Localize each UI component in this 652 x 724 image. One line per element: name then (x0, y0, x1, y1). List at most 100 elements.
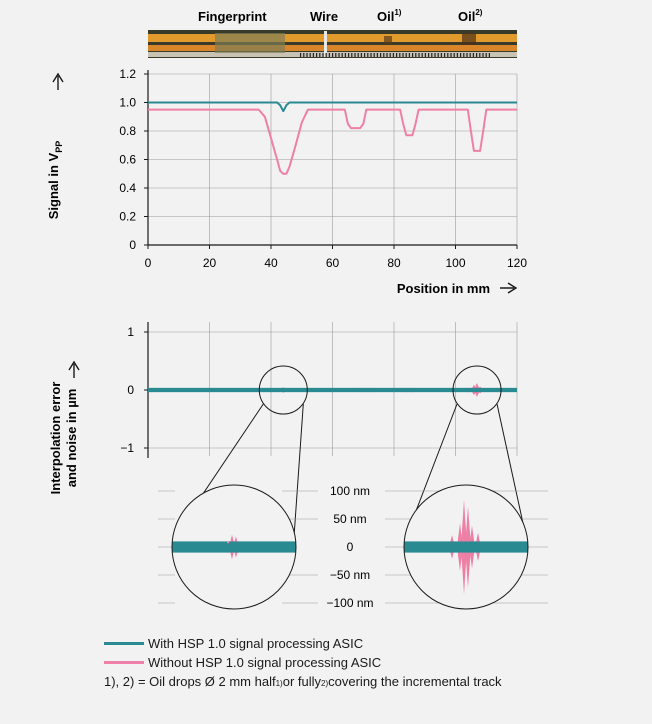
y-tick-label: 1 (127, 325, 134, 339)
strip-tick-mark (399, 53, 401, 57)
footnote-suffix: covering the incremental track (328, 674, 502, 689)
strip-tick-mark (479, 53, 481, 57)
strip-tick-mark (405, 53, 407, 57)
strip-tick-mark (380, 53, 382, 57)
strip-tick-mark (396, 53, 398, 57)
footnote-sup-1: 1) (275, 679, 283, 688)
zoom-noise-band (172, 541, 296, 553)
strip-tick-mark (472, 53, 474, 57)
strip-tick-mark (488, 53, 490, 57)
strip-tick-mark (450, 53, 452, 57)
header-label-oil-2: Oil2) (458, 8, 483, 24)
interpolation-error-chart: 1 0 −1 Interpolation error and noise in µm (48, 322, 518, 495)
y-tick-label: −1 (120, 441, 134, 455)
legend-swatch-with-asic (104, 642, 144, 645)
footnote-middle: or fully (282, 674, 322, 689)
strip-tick-mark (456, 53, 458, 57)
x-tick-label: 40 (264, 256, 278, 270)
strip-tick-mark (360, 53, 362, 57)
y-tick-label: 1.0 (119, 96, 136, 110)
y-axis-arrow-icon (68, 360, 80, 378)
footnote-sup-2: 2) (321, 679, 329, 688)
strip-tick-mark (348, 53, 350, 57)
strip-tick-mark (392, 53, 394, 57)
legend-item-with-asic: With HSP 1.0 signal processing ASIC (104, 634, 604, 653)
strip-tick-mark (344, 53, 346, 57)
strip-tick-mark (386, 53, 388, 57)
y-axis-title-line-2: and noise in µm (64, 389, 79, 488)
y-tick-label: 0.8 (119, 124, 136, 138)
strip-tick-mark (328, 53, 330, 57)
strip-tick-mark (402, 53, 404, 57)
strip-tick-mark (460, 53, 462, 57)
strip-tick-mark (424, 53, 426, 57)
zoom-connector (293, 403, 304, 538)
strip-tick-mark (309, 53, 311, 57)
y-tick-label: 0 (127, 383, 134, 397)
zoom-tick-label: −50 nm (330, 568, 370, 582)
strip-tick-mark (370, 53, 372, 57)
y-axis-arrow-icon (52, 72, 64, 90)
footnote-prefix: 1), 2) = Oil drops Ø 2 mm half (104, 674, 276, 689)
zoom-tick-label: 50 nm (333, 512, 366, 526)
series-line-without-asic (148, 108, 517, 175)
y-tick-label: 0 (129, 238, 136, 252)
strip-tick-mark (335, 53, 337, 57)
strip-tick-mark (312, 53, 314, 57)
header-label-oil-1: Oil1) (377, 8, 402, 24)
y-tick-label: 0.4 (119, 181, 136, 195)
strip-tick-mark (437, 53, 439, 57)
strip-tick-mark (306, 53, 308, 57)
strip-tick-mark (376, 53, 378, 57)
x-tick-label: 120 (507, 256, 527, 270)
strip-tick-mark (440, 53, 442, 57)
y-axis-title-main: Signal in V (46, 152, 61, 219)
zoom-tick-label: 0 (347, 540, 354, 554)
legend-swatch-without-asic (104, 661, 144, 664)
strip-tick-mark (322, 53, 324, 57)
y-axis-title: Signal in VPP (46, 141, 64, 219)
zoom-connector (496, 403, 527, 538)
strip-tick-mark (341, 53, 343, 57)
y-axis-title-line-1: Interpolation error (48, 382, 63, 495)
strip-tick-mark (357, 53, 359, 57)
legend-label-with-asic: With HSP 1.0 signal processing ASIC (148, 636, 364, 651)
strip-tick-mark (383, 53, 385, 57)
zoom-circle-right (403, 484, 529, 610)
strip-tick-mark (428, 53, 430, 57)
strip-tick-mark (476, 53, 478, 57)
strip-tick-mark (319, 53, 321, 57)
zoom-noise-band (404, 541, 528, 553)
y-axis-title-sub: PP (54, 141, 64, 153)
strip-tick-mark (338, 53, 340, 57)
strip-tick-mark (434, 53, 436, 57)
x-tick-label: 0 (145, 256, 152, 270)
zoom-tick-label: 100 nm (330, 484, 370, 498)
legend-footnote: 1), 2) = Oil drops Ø 2 mm half 1) or full… (104, 672, 604, 691)
strip-tick-mark (364, 53, 366, 57)
x-tick-label: 80 (387, 256, 401, 270)
zoom-source-circle-left (258, 365, 308, 415)
series-line-with-asic (148, 101, 517, 113)
strip-tick-mark (373, 53, 375, 57)
header-labels: Fingerprint Wire Oil1) Oil2) (198, 8, 483, 24)
zoom-circle-left (171, 484, 297, 610)
strip-tick-mark (300, 53, 302, 57)
strip-tick-mark (453, 53, 455, 57)
strip-tick-mark (389, 53, 391, 57)
strip-tick-mark (332, 53, 334, 57)
x-axis-arrow-icon (500, 282, 518, 294)
noise-band-with-asic (148, 387, 517, 393)
strip-tick-mark (431, 53, 433, 57)
x-tick-label: 100 (445, 256, 465, 270)
strip-tick-mark (367, 53, 369, 57)
strip-tick-mark (469, 53, 471, 57)
strip-tick-mark (415, 53, 417, 57)
strip-tick-mark (412, 53, 414, 57)
strip-tick-mark (447, 53, 449, 57)
strip-tick-mark (463, 53, 465, 57)
y-tick-label: 0.2 (119, 210, 136, 224)
strip-tick-mark (485, 53, 487, 57)
y-tick-label: 1.2 (119, 67, 136, 81)
